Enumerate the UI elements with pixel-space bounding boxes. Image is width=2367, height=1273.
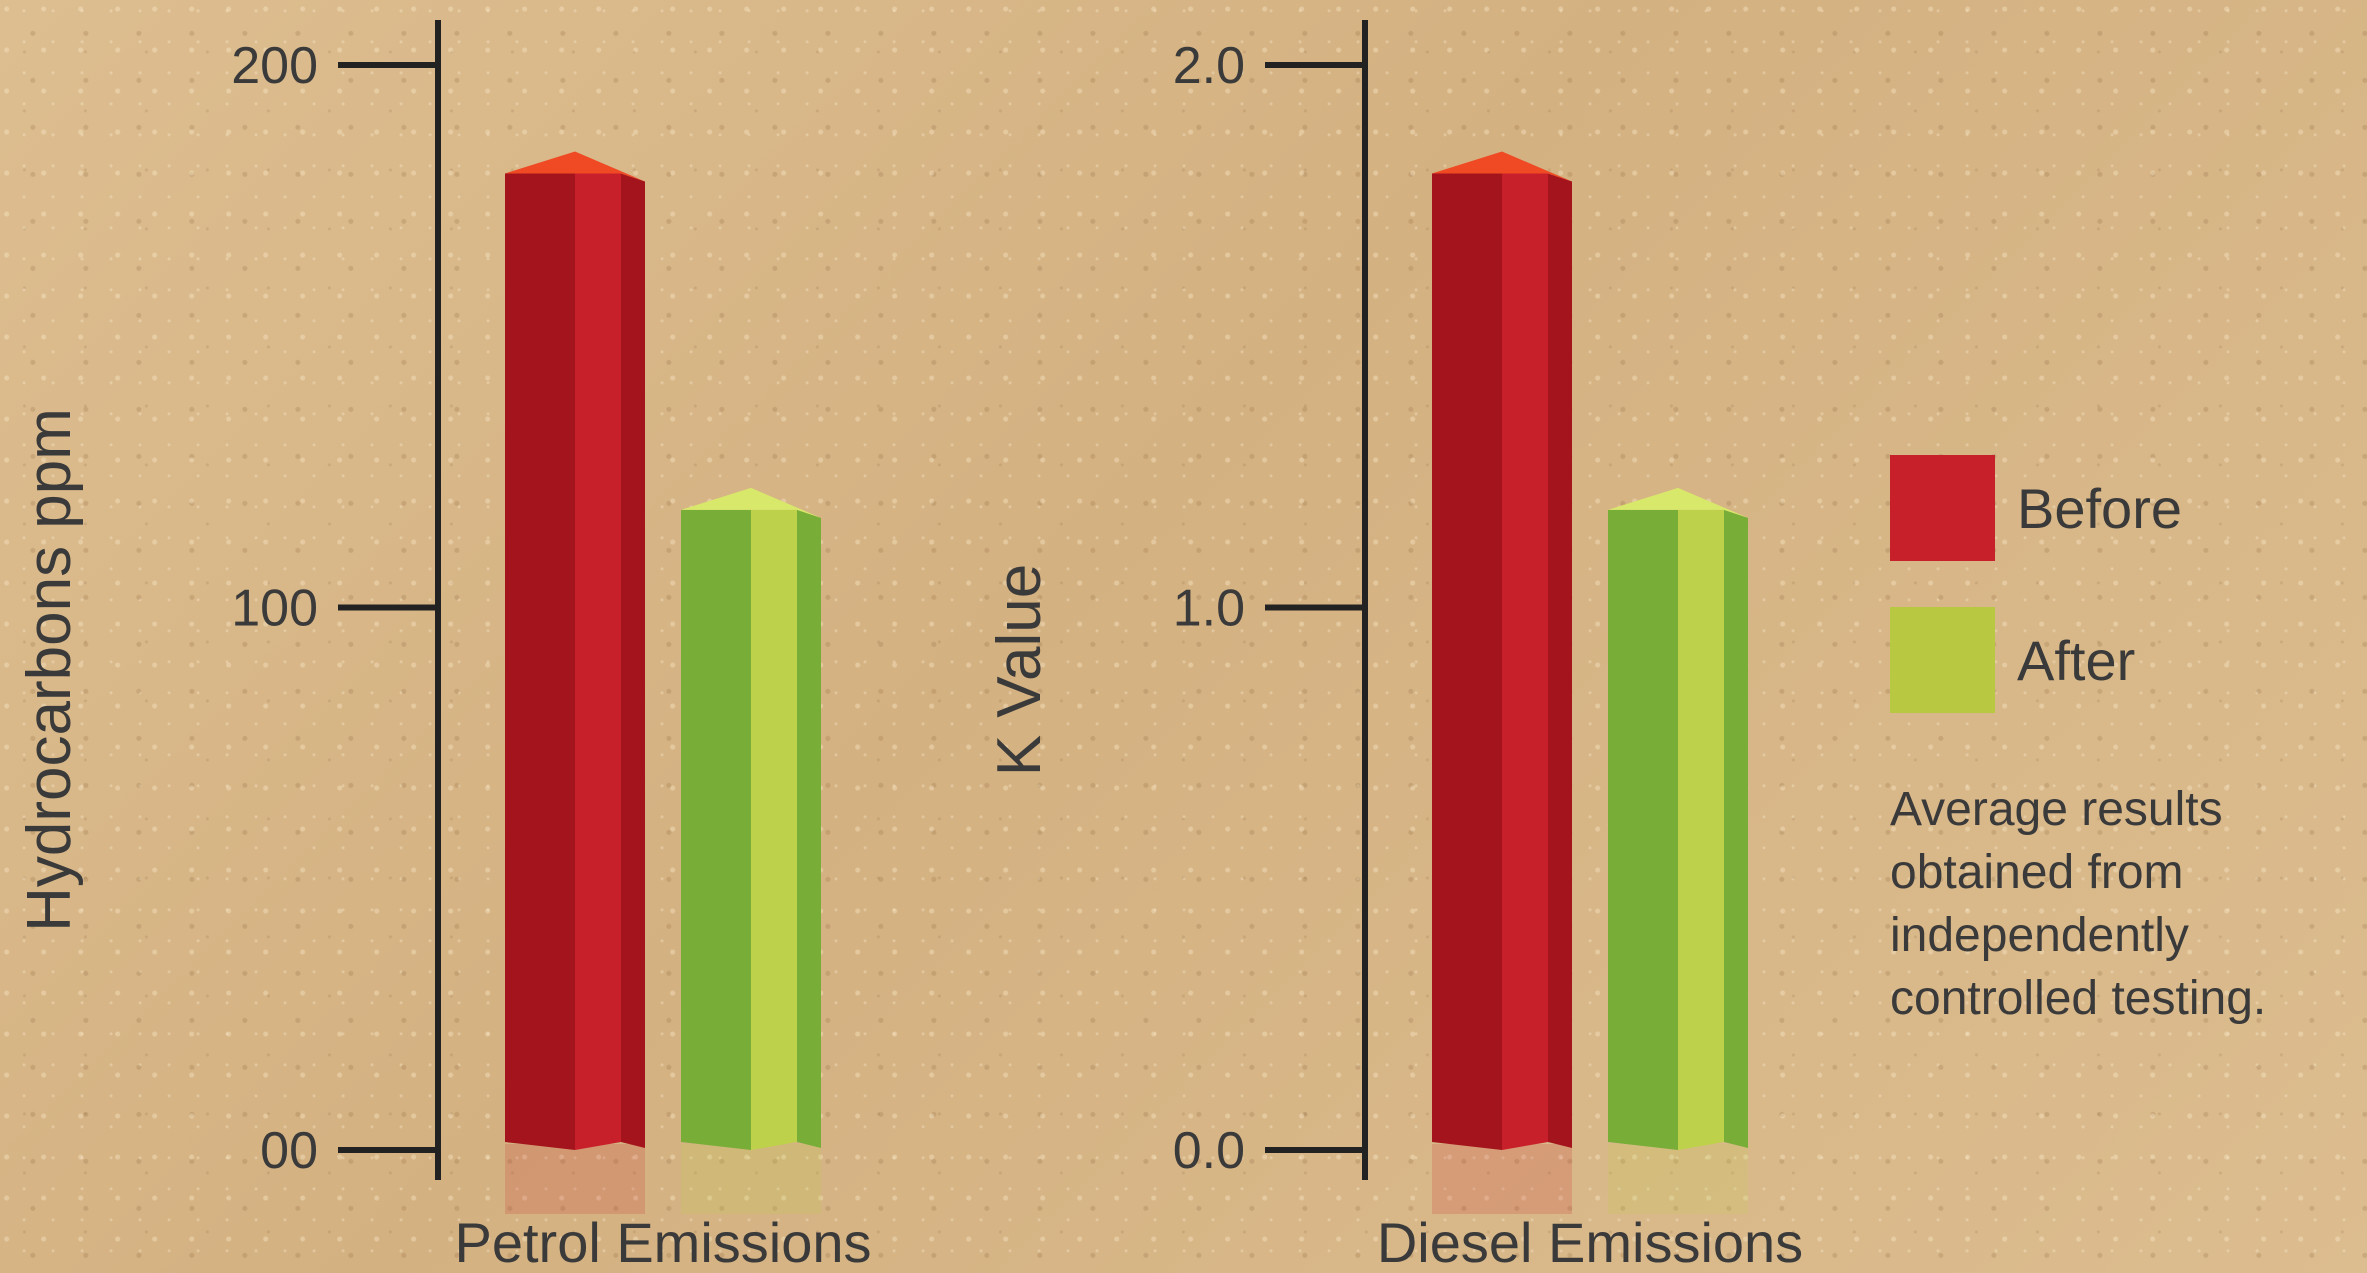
diesel-tick-label-1: 1.0 [1173,580,1245,638]
petrol-tick-label-1: 100 [231,580,318,638]
legend-item-after: After [1890,607,2350,713]
petrol-bar-after-front-face [751,509,797,1151]
legend: Before After [1890,455,2350,759]
petrol-bar-before-edge-face [621,173,645,1148]
diesel-tick-label-2: 2.0 [1173,37,1245,95]
diesel-y-axis-title: K Value [985,564,1054,777]
diesel-tick-label-0: 0.0 [1173,1122,1245,1180]
petrol-bar-after-top-cap [681,487,821,518]
legend-swatch-before [1890,455,1995,561]
petrol-bar-before-left-face [505,173,575,1150]
petrol-bar-before-front-face [575,173,621,1150]
legend-label-after: After [2017,628,2136,692]
diesel-bar-after-top-cap [1608,487,1748,518]
legend-swatch-after [1890,607,1995,713]
petrol-bar-after-edge-face [797,509,821,1149]
petrol-bar-before [505,151,645,1214]
petrol-y-axis-title: Hydrocarbons ppm [15,408,84,932]
petrol-tick-label-2: 200 [231,37,318,95]
diesel-chart-panel: 0.0 1.0 2.0 K Value Diesel Emissions [985,20,1803,1273]
diesel-bar-before [1432,151,1572,1214]
petrol-bar-after-left-face [681,509,751,1151]
testing-note: Average results obtained from independen… [1890,783,2267,1025]
petrol-tick-label-0: 00 [260,1122,318,1180]
diesel-bar-after-left-face [1608,509,1678,1151]
diesel-bar-before-front-face [1502,173,1548,1150]
petrol-category-label: Petrol Emissions [454,1211,871,1273]
diesel-bar-before-left-face [1432,173,1502,1150]
diesel-bar-before-top-cap [1432,151,1572,182]
diesel-bar-before-reflection [1432,1144,1572,1214]
petrol-bar-before-top-cap [505,151,645,182]
diesel-bar-before-edge-face [1548,173,1572,1148]
diesel-bar-after-reflection [1608,1144,1748,1214]
petrol-bar-before-reflection [505,1144,645,1214]
diesel-bar-after-edge-face [1724,509,1748,1149]
legend-label-before: Before [2017,476,2182,540]
petrol-bar-after [681,487,821,1214]
diesel-category-label: Diesel Emissions [1377,1211,1803,1273]
petrol-bar-after-reflection [681,1144,821,1214]
legend-item-before: Before [1890,455,2350,561]
diesel-bar-after [1608,487,1748,1214]
diesel-bar-after-front-face [1678,509,1724,1151]
petrol-chart-panel: 00 100 200 Hydrocarbons ppm Petrol Emissions [15,20,872,1273]
